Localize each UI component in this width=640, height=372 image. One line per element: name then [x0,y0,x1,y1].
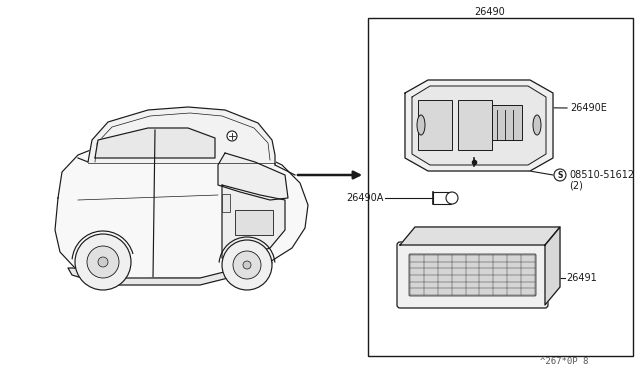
Bar [433,192,451,204]
Text: ^267*0P 8: ^267*0P 8 [540,357,588,366]
Polygon shape [68,255,272,285]
FancyBboxPatch shape [409,254,536,296]
Polygon shape [95,128,215,158]
Polygon shape [400,227,560,245]
Circle shape [87,246,119,278]
Bar [458,100,492,150]
Text: 26490E: 26490E [570,103,607,113]
Bar [368,18,633,356]
Polygon shape [405,80,553,171]
Bar [418,100,452,150]
Ellipse shape [533,115,541,135]
Text: 26491: 26491 [566,273,596,283]
Polygon shape [55,138,308,280]
Circle shape [233,251,261,279]
Circle shape [446,192,458,204]
Circle shape [243,261,251,269]
Circle shape [470,103,477,110]
Bar [492,105,522,140]
Polygon shape [218,153,288,200]
Text: 26490A: 26490A [347,193,384,203]
Ellipse shape [417,115,425,135]
FancyBboxPatch shape [397,242,548,308]
Polygon shape [545,227,560,305]
Text: S: S [557,170,563,180]
Text: 26490: 26490 [475,7,506,17]
Bar [235,210,273,235]
Text: 08510-51612: 08510-51612 [569,170,634,180]
Circle shape [227,131,237,141]
Polygon shape [412,86,546,165]
Bar [222,194,230,212]
Circle shape [222,240,272,290]
Polygon shape [222,185,285,258]
Text: (2): (2) [569,180,583,190]
Circle shape [75,234,131,290]
Circle shape [98,257,108,267]
Polygon shape [88,107,275,165]
